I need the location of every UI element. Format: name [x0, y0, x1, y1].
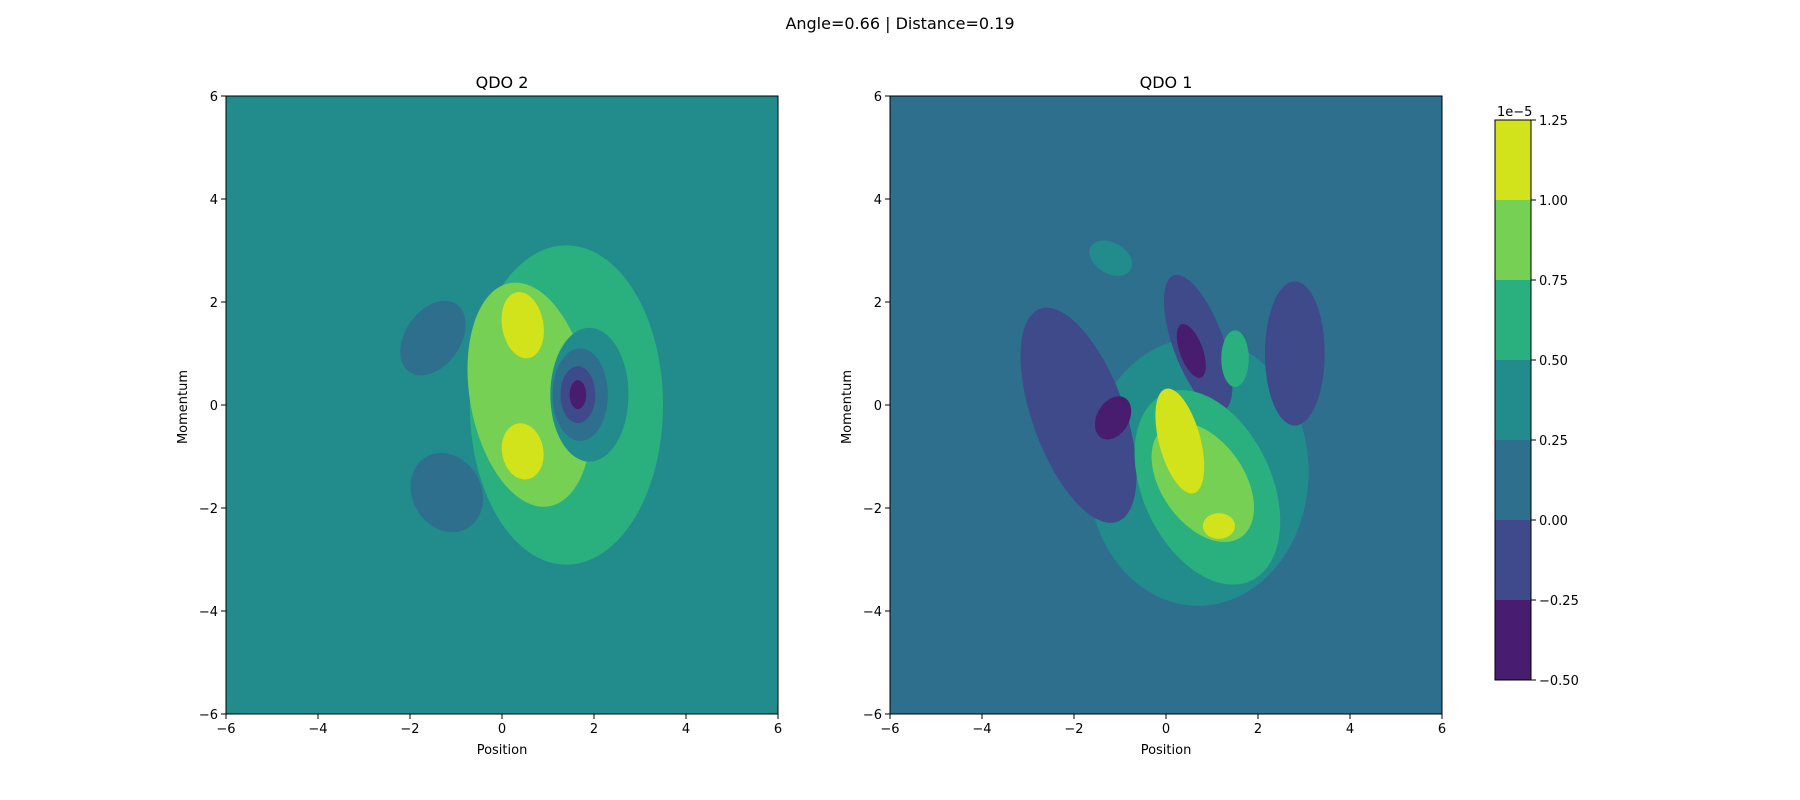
x-tick-label: 4 — [682, 722, 690, 737]
panel-title: QDO 1 — [1140, 73, 1193, 92]
contour-panel-qdo-1: QDO 1 Position Momentum −6 −4 −2 0 2 4 6 −6 −4 −2… — [840, 73, 1446, 758]
colorbar-band — [1495, 120, 1531, 200]
x-tick-label: −2 — [1064, 722, 1083, 737]
x-tick-label: −6 — [216, 722, 235, 737]
y-tick-label: 4 — [874, 193, 882, 208]
contour-region — [400, 300, 466, 376]
figure-title: Angle=0.66 | Distance=0.19 — [785, 14, 1014, 33]
contour-region — [569, 380, 587, 410]
x-tick-label: 2 — [1254, 722, 1262, 737]
y-tick-label: 2 — [210, 296, 218, 311]
contour-region — [501, 423, 544, 480]
contour-region — [1089, 240, 1133, 276]
contour-region — [410, 452, 484, 533]
y-tick-label: −6 — [863, 708, 882, 723]
contour-fill-area — [226, 96, 778, 714]
x-axis-label: Position — [477, 743, 528, 758]
colorbar-band — [1495, 280, 1531, 360]
y-tick-label: −6 — [199, 708, 218, 723]
colorbar-band — [1495, 520, 1531, 600]
y-tick-label: 6 — [210, 90, 218, 105]
x-tick-label: −6 — [880, 722, 899, 737]
x-tick-label: 6 — [1438, 722, 1446, 737]
colorbar-exponent-label: 1e−5 — [1497, 105, 1532, 120]
contour-region — [1094, 396, 1132, 440]
x-tick-label: 6 — [774, 722, 782, 737]
contour-fill-area — [890, 96, 1442, 714]
colorbar-tick-label: 0.75 — [1539, 274, 1568, 289]
contour-region — [501, 292, 544, 359]
colorbar-tick-label: 0.00 — [1539, 514, 1568, 529]
x-axis-label: Position — [1141, 743, 1192, 758]
x-tick-label: 0 — [498, 722, 506, 737]
contour-region — [1221, 330, 1249, 387]
y-tick-label: 2 — [874, 296, 882, 311]
colorbar-tick-label: −0.25 — [1539, 594, 1579, 609]
colorbar-tick-label: 1.25 — [1539, 114, 1568, 129]
colorbar-tick-label: 0.50 — [1539, 354, 1568, 369]
contour-region — [1202, 513, 1235, 539]
y-tick-label: 6 — [874, 90, 882, 105]
contour-region — [467, 282, 592, 507]
x-tick-label: −2 — [400, 722, 419, 737]
x-tick-label: 0 — [1162, 722, 1170, 737]
colorbar-tick-label: −0.50 — [1539, 674, 1579, 689]
x-tick-label: −4 — [308, 722, 327, 737]
y-tick-label: −4 — [199, 605, 218, 620]
contour-region — [1020, 307, 1137, 523]
contour-panel-qdo-2: QDO 2 Position Momentum −6 −4 −2 0 2 4 6 −6 −4 −2… — [176, 73, 782, 758]
colorbar-tick-label: 0.25 — [1539, 434, 1568, 449]
y-tick-label: 0 — [874, 399, 882, 414]
colorbar-frame — [1494, 119, 1532, 681]
y-tick-label: 0 — [210, 399, 218, 414]
y-tick-label: 4 — [210, 193, 218, 208]
x-tick-label: 2 — [590, 722, 598, 737]
colorbar-band — [1495, 600, 1531, 680]
panel-title: QDO 2 — [476, 73, 529, 92]
y-axis-label: Momentum — [176, 370, 191, 444]
colorbar: 1e−5 −0.50 −0.25 0.00 0.25 0.50 0.75 1.00 1.25 — [1494, 105, 1579, 689]
colorbar-band — [1495, 360, 1531, 440]
contour-region — [1176, 324, 1206, 378]
x-tick-label: 4 — [1346, 722, 1354, 737]
y-tick-label: −4 — [863, 605, 882, 620]
colorbar-band — [1495, 440, 1531, 520]
colorbar-band — [1495, 200, 1531, 280]
x-tick-label: −4 — [972, 722, 991, 737]
y-axis-label: Momentum — [840, 370, 855, 444]
y-tick-label: −2 — [863, 502, 882, 517]
y-tick-label: −2 — [199, 502, 218, 517]
colorbar-tick-label: 1.00 — [1539, 194, 1568, 209]
contour-region — [1155, 388, 1205, 494]
contour-region — [1264, 281, 1325, 426]
